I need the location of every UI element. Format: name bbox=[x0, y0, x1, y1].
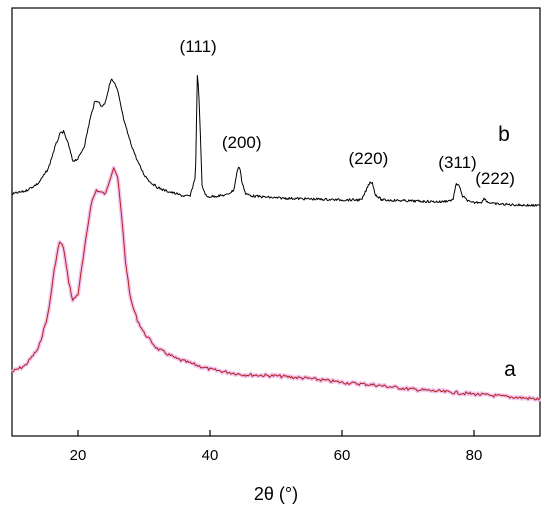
series-label-b: b bbox=[498, 123, 510, 146]
peak-label: (111) bbox=[180, 37, 217, 56]
series-label-a: a bbox=[504, 358, 516, 381]
peak-label: (220) bbox=[349, 149, 389, 168]
x-tick-label: 20 bbox=[70, 447, 87, 464]
peak-label: (311) bbox=[438, 153, 476, 172]
peak-annotations: (111) (200) (220) (311)(222) bbox=[180, 37, 515, 188]
x-tick-label: 40 bbox=[202, 447, 219, 464]
plot-frame bbox=[11, 7, 541, 437]
peak-label: (200) bbox=[222, 133, 262, 152]
x-ticks: 20 40 60 80 bbox=[70, 430, 483, 464]
series-a-line bbox=[11, 167, 541, 401]
x-tick-label: 80 bbox=[466, 447, 483, 464]
series-b-line bbox=[11, 75, 540, 207]
peak-label: (222) bbox=[475, 169, 515, 188]
x-axis-title: 2θ (°) bbox=[254, 484, 298, 504]
series-b-layer bbox=[11, 75, 540, 207]
series-a-layer bbox=[11, 165, 542, 402]
x-tick-label: 60 bbox=[334, 447, 351, 464]
